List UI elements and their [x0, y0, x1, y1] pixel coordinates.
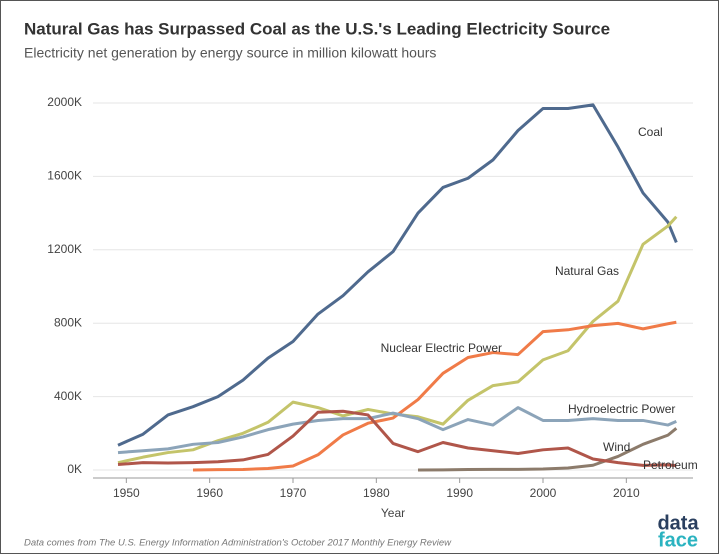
logo: data: [657, 512, 699, 534]
series-label: Petroleum: [643, 458, 698, 472]
series-line: [117, 103, 678, 447]
series-label: Nuclear Electric Power: [381, 341, 502, 355]
series-label: Coal: [638, 125, 663, 139]
x-tick-label: 2010: [613, 486, 640, 500]
series-line: [117, 409, 677, 468]
logo: face: [658, 529, 698, 551]
series-label: Wind: [603, 440, 630, 454]
x-tick-label: 1980: [363, 486, 390, 500]
x-tick-label: 1970: [280, 486, 307, 500]
y-tick-label: 2000K: [47, 95, 82, 109]
chart-title: Natural Gas has Surpassed Coal as the U.…: [24, 19, 610, 38]
y-tick-label: 1200K: [47, 242, 82, 256]
series-line: [117, 406, 677, 455]
x-tick-label: 1950: [113, 486, 140, 500]
x-axis-label: Year: [381, 506, 405, 520]
y-tick-label: 1600K: [47, 169, 82, 183]
y-tick-label: 400K: [54, 389, 82, 403]
series-label: Hydroelectric Power: [568, 402, 675, 416]
series-line: [192, 320, 677, 472]
x-tick-label: 2000: [530, 486, 557, 500]
x-tick-label: 1990: [446, 486, 473, 500]
series-label: Natural Gas: [555, 264, 619, 278]
series-line: [117, 215, 678, 465]
y-tick-label: 0K: [67, 462, 82, 476]
x-tick-label: 1960: [196, 486, 223, 500]
chart-subtitle: Electricity net generation by energy sou…: [24, 45, 436, 61]
series-line: [417, 427, 678, 472]
y-tick-label: 800K: [54, 315, 82, 329]
source-note: Data comes from The U.S. Energy Informat…: [24, 538, 452, 549]
